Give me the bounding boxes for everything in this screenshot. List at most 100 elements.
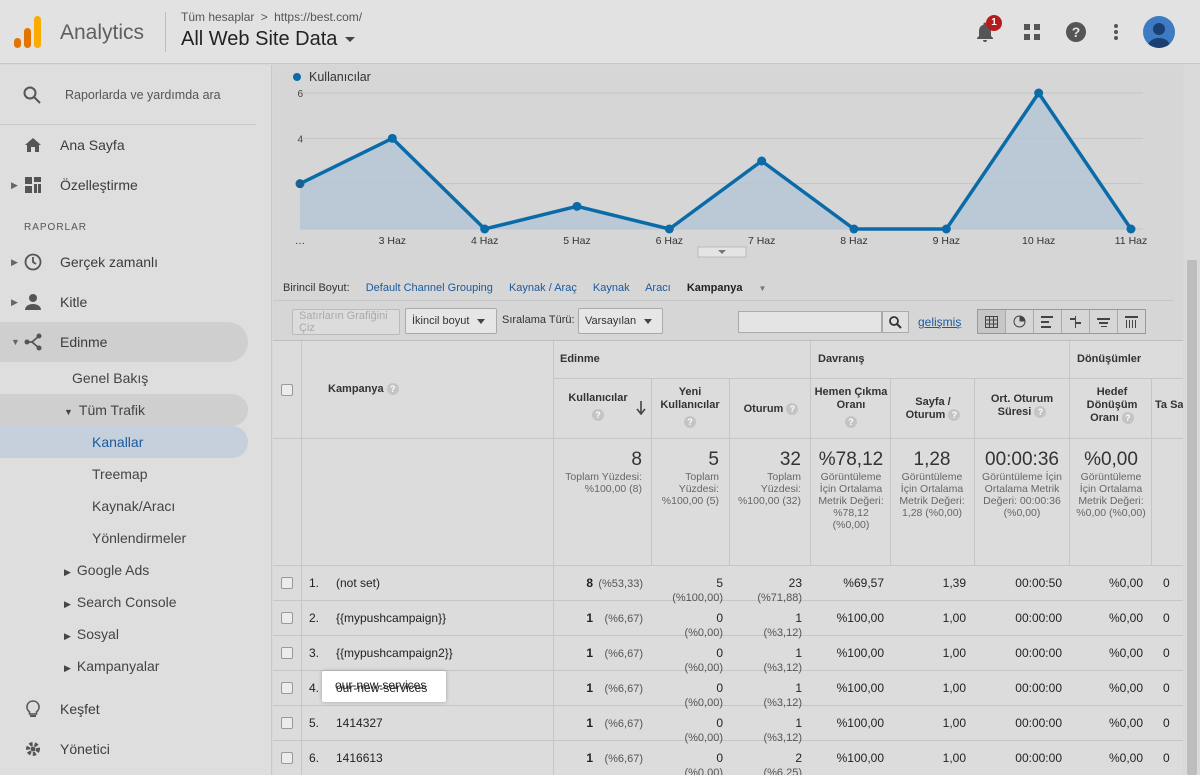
breadcrumb-account[interactable]: https://best.com/ (274, 10, 363, 24)
advanced-filter-link[interactable]: gelişmiş (918, 315, 962, 329)
chart-data-point[interactable] (1034, 88, 1044, 98)
dimension-link-source[interactable]: Kaynak (592, 282, 630, 294)
help-button[interactable]: ? (1063, 18, 1089, 46)
column-header-goal-conversion[interactable]: Hedef Dönüşüm Oranı ? (1076, 386, 1148, 425)
sidebar-item-referrals[interactable]: Yönlendirmeler (92, 530, 187, 546)
view-selector[interactable]: All Web Site Data (181, 28, 356, 51)
column-header-bounce-rate[interactable]: Hemen Çıkma Oranı? (814, 386, 888, 429)
help-tooltip-icon[interactable]: ? (684, 416, 696, 428)
sidebar-item-admin[interactable]: Yönetici (0, 729, 256, 769)
column-header-new-users[interactable]: Yeni Kullanıcılar? (655, 386, 725, 429)
column-header-avg-duration[interactable]: Ort. Oturum Süresi ? (981, 393, 1063, 419)
sidebar-item-home[interactable]: Ana Sayfa (0, 125, 256, 165)
table-row[interactable]: 4. our-new-services 1 (%6,67) 0 (%0,00) 1 (%… (273, 671, 1183, 709)
sidebar-item-audience[interactable]: ▶ Kitle (0, 282, 256, 322)
chart-data-point[interactable] (295, 179, 305, 189)
help-tooltip-icon[interactable]: ? (948, 409, 961, 421)
sidebar-item-channels[interactable]: Kanallar (92, 434, 144, 450)
table-row[interactable]: 2. {{mypushcampaign}} 1 (%6,67) 0 (%0,00) 1 … (273, 601, 1183, 639)
dimension-link-medium[interactable]: Aracı (645, 282, 671, 294)
campaign-name[interactable]: our-new-services (336, 681, 427, 695)
breadcrumb[interactable]: Tüm hesaplar > https://best.com/ (181, 10, 365, 24)
help-tooltip-icon[interactable]: ? (845, 416, 857, 428)
column-header-users[interactable]: Kullanıcılar? (563, 392, 633, 422)
campaign-name[interactable]: 1414327 (336, 716, 383, 730)
sidebar-item-treemap[interactable]: Treemap (92, 466, 148, 482)
scrollbar-thumb[interactable] (1187, 260, 1197, 775)
sidebar-search[interactable]: Raporlarda ve yardımda ara (0, 65, 256, 125)
sidebar-item-discover[interactable]: Keşfet (0, 689, 256, 729)
help-tooltip-icon[interactable]: ? (386, 383, 399, 395)
row-checkbox[interactable] (281, 717, 293, 729)
new-users-value-percent: (%0,00) (684, 697, 723, 709)
sidebar-item-customization[interactable]: ▶ Özelleştirme (0, 165, 256, 205)
column-header-sessions[interactable]: Oturum ? (733, 403, 809, 416)
column-header-campaign[interactable]: Kampanya ? (328, 383, 399, 396)
breadcrumb-all-accounts[interactable]: Tüm hesaplar (181, 10, 255, 24)
campaign-name[interactable]: (not set) (336, 576, 380, 590)
highlighted-campaign-name[interactable]: our-new-services (335, 678, 427, 692)
row-checkbox[interactable] (281, 682, 293, 694)
plot-rows-button[interactable]: Satırların Grafiğini Çiz (292, 309, 400, 335)
campaign-name[interactable]: {{mypushcampaign}} (336, 611, 446, 625)
chart-data-point[interactable] (941, 224, 951, 234)
view-comparison-button[interactable] (1062, 310, 1090, 333)
campaign-name[interactable]: 1416613 (336, 751, 383, 765)
sidebar-item-acquisition[interactable]: ▼ Edinme (0, 322, 256, 362)
column-header-truncated[interactable]: Ta Sa (1155, 399, 1183, 411)
chart-data-point[interactable] (664, 224, 674, 234)
sort-descending-icon[interactable] (636, 401, 646, 415)
table-search-input[interactable] (738, 311, 882, 333)
sidebar-item-overview[interactable]: Genel Bakış (72, 370, 149, 386)
chart-data-point[interactable] (1126, 224, 1136, 234)
analytics-logo-icon[interactable] (14, 16, 42, 48)
row-checkbox[interactable] (281, 612, 293, 624)
sidebar-item-search-console[interactable]: ▶ Search Console (64, 586, 177, 618)
view-pivot-button[interactable] (1118, 310, 1145, 333)
view-term-cloud-button[interactable] (1090, 310, 1118, 333)
view-performance-button[interactable] (1034, 310, 1062, 333)
sidebar-item-source-medium[interactable]: Kaynak/Aracı (92, 498, 176, 514)
sidebar-item-google-ads[interactable]: ▶ Google Ads (64, 554, 149, 586)
table-row[interactable]: 6. 1416613 1 (%6,67) 0 (%0,00) 2 (%6,25) %100… (273, 741, 1183, 775)
dimension-active-campaign[interactable]: Kampanya ▼ (687, 282, 780, 294)
sort-type-dropdown[interactable]: Varsayılan (578, 308, 663, 334)
select-all-checkbox[interactable] (281, 384, 293, 396)
help-tooltip-icon[interactable]: ? (1034, 406, 1047, 418)
table-row[interactable]: 1. (not set) 8 (%53,33) 5 (%100,00) 23 (%71,… (273, 566, 1183, 604)
chart-data-point[interactable] (480, 224, 490, 234)
help-tooltip-icon[interactable]: ? (786, 403, 799, 415)
more-options-button[interactable] (1103, 18, 1129, 46)
dimension-link-channel-grouping[interactable]: Default Channel Grouping (365, 282, 493, 294)
chart-data-point[interactable] (387, 133, 397, 143)
sidebar-item-realtime[interactable]: ▶ Gerçek zamanlı (0, 242, 256, 282)
help-tooltip-icon[interactable]: ? (1121, 412, 1134, 424)
help-tooltip-icon[interactable]: ? (592, 409, 604, 421)
table-row[interactable]: 5. 1414327 1 (%6,67) 0 (%0,00) 1 (%3,12) %100… (273, 706, 1183, 744)
row-checkbox[interactable] (281, 752, 293, 764)
table-search-button[interactable] (882, 311, 909, 333)
goal-conversion-value: %0,00 (1075, 716, 1143, 730)
secondary-dimension-dropdown[interactable]: İkincil boyut (405, 308, 497, 334)
truncated-value-text: 0 (1163, 681, 1170, 695)
view-pie-button[interactable] (1006, 310, 1034, 333)
sidebar-item-social[interactable]: ▶ Sosyal (64, 618, 119, 650)
table-row[interactable]: 3. {{mypushcampaign2}} 1 (%6,67) 0 (%0,00) 1… (273, 636, 1183, 674)
sidebar-item-campaigns[interactable]: ▶ Kampanyalar (64, 650, 159, 682)
column-header-pages-session[interactable]: Sayfa / Oturum ? (894, 396, 972, 422)
row-checkbox[interactable] (281, 647, 293, 659)
notifications-button[interactable]: 1 (972, 15, 1002, 46)
new-users-value: 0 (%0,00) (658, 681, 723, 709)
search-icon (889, 315, 902, 329)
account-avatar-icon[interactable] (1143, 16, 1175, 48)
chart-data-point[interactable] (757, 156, 767, 166)
apps-button[interactable] (1019, 18, 1045, 46)
page-scrollbar[interactable] (1184, 65, 1200, 775)
chart-data-point[interactable] (572, 201, 582, 211)
sidebar-item-all-traffic[interactable]: ▼ Tüm Trafik (64, 394, 145, 426)
view-data-table-button[interactable] (978, 310, 1006, 333)
chart-data-point[interactable] (849, 224, 859, 234)
row-checkbox[interactable] (281, 577, 293, 589)
campaign-name[interactable]: {{mypushcampaign2}} (336, 646, 453, 660)
dimension-link-source-medium[interactable]: Kaynak / Araç (508, 282, 577, 294)
